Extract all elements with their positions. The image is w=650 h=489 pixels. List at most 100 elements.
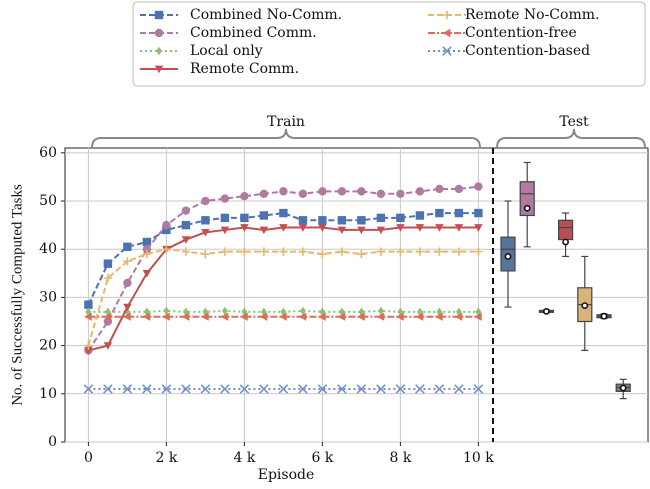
mean (523, 204, 531, 212)
marker (396, 213, 405, 223)
mean (619, 384, 627, 392)
legend-marker (442, 46, 452, 56)
marker (123, 312, 131, 321)
marker (279, 312, 287, 321)
x-tick-label: 2 k (155, 450, 177, 466)
marker (337, 226, 347, 235)
marker (279, 224, 288, 232)
marker (298, 224, 308, 232)
marker (220, 384, 230, 394)
marker (259, 226, 269, 235)
marker (103, 259, 113, 268)
marker (123, 303, 132, 312)
marker (415, 187, 425, 196)
mean (600, 312, 608, 320)
marker (474, 208, 483, 218)
marker (84, 300, 93, 309)
legend-label: Remote No-Comm. (465, 7, 599, 23)
marker (201, 228, 210, 237)
x-tick-label: 10 k (463, 450, 494, 466)
x-tick-label: 0 (84, 450, 93, 466)
marker (376, 213, 386, 223)
marker (318, 216, 327, 225)
marker (396, 312, 404, 321)
train-label: Train (267, 114, 305, 130)
marker (142, 269, 152, 278)
marker (220, 312, 229, 321)
marker (415, 224, 425, 232)
marker (181, 220, 191, 230)
marker (357, 187, 366, 196)
mean (581, 302, 589, 310)
marker (299, 306, 306, 316)
marker (318, 249, 327, 259)
marker (415, 312, 424, 321)
legend-label: Contention-based (465, 43, 590, 59)
marker (220, 213, 230, 223)
marker (239, 384, 250, 394)
marker (376, 226, 386, 235)
marker (454, 312, 463, 321)
marker (162, 225, 171, 235)
marker (240, 224, 249, 232)
x-tick-label: 8 k (389, 450, 411, 466)
marker (395, 384, 406, 394)
marker (181, 247, 191, 256)
legend-label: Combined Comm. (190, 25, 317, 41)
marker (337, 187, 347, 196)
legend-label: Combined No-Comm. (190, 7, 342, 23)
marker (162, 220, 171, 230)
marker (201, 216, 210, 225)
marker (454, 184, 464, 194)
marker (434, 384, 445, 394)
marker (221, 306, 228, 316)
marker (435, 247, 444, 256)
x-axis-label: Episode (258, 467, 315, 483)
marker (220, 247, 230, 256)
marker (435, 312, 443, 321)
marker (123, 278, 132, 288)
y-tick-label: 10 (39, 386, 57, 402)
marker (454, 384, 464, 394)
x-tick-label: 4 k (233, 450, 255, 466)
marker (142, 245, 152, 254)
series-line (87, 212, 479, 306)
marker (122, 384, 133, 394)
marker (337, 384, 347, 394)
test-brace (496, 128, 646, 149)
marker (357, 312, 365, 321)
marker (240, 247, 249, 256)
marker (337, 312, 346, 321)
marker (220, 226, 230, 235)
marker (415, 247, 425, 256)
marker (318, 312, 326, 321)
box (519, 181, 535, 217)
legend-label: Local only (190, 43, 263, 59)
marker (298, 384, 308, 394)
marker (103, 312, 112, 321)
marker (103, 384, 113, 394)
y-tick-label: 20 (39, 338, 57, 354)
legend-marker (156, 46, 162, 56)
marker (103, 342, 113, 350)
marker (298, 216, 308, 225)
marker (298, 189, 308, 198)
marker (298, 247, 308, 256)
marker (84, 312, 92, 321)
legend-marker (154, 10, 164, 20)
boxes (500, 161, 631, 400)
marker (318, 187, 327, 196)
y-tick-label: 0 (48, 434, 57, 450)
legend-label: Remote Comm. (190, 61, 299, 77)
marker (377, 306, 384, 316)
marker (181, 312, 190, 321)
marker (161, 384, 172, 394)
marker (376, 189, 386, 198)
marker (259, 211, 269, 220)
marker (201, 196, 210, 206)
y-tick-label: 40 (39, 241, 57, 257)
legend-marker (154, 65, 164, 74)
marker (200, 384, 211, 394)
marker (298, 312, 307, 321)
